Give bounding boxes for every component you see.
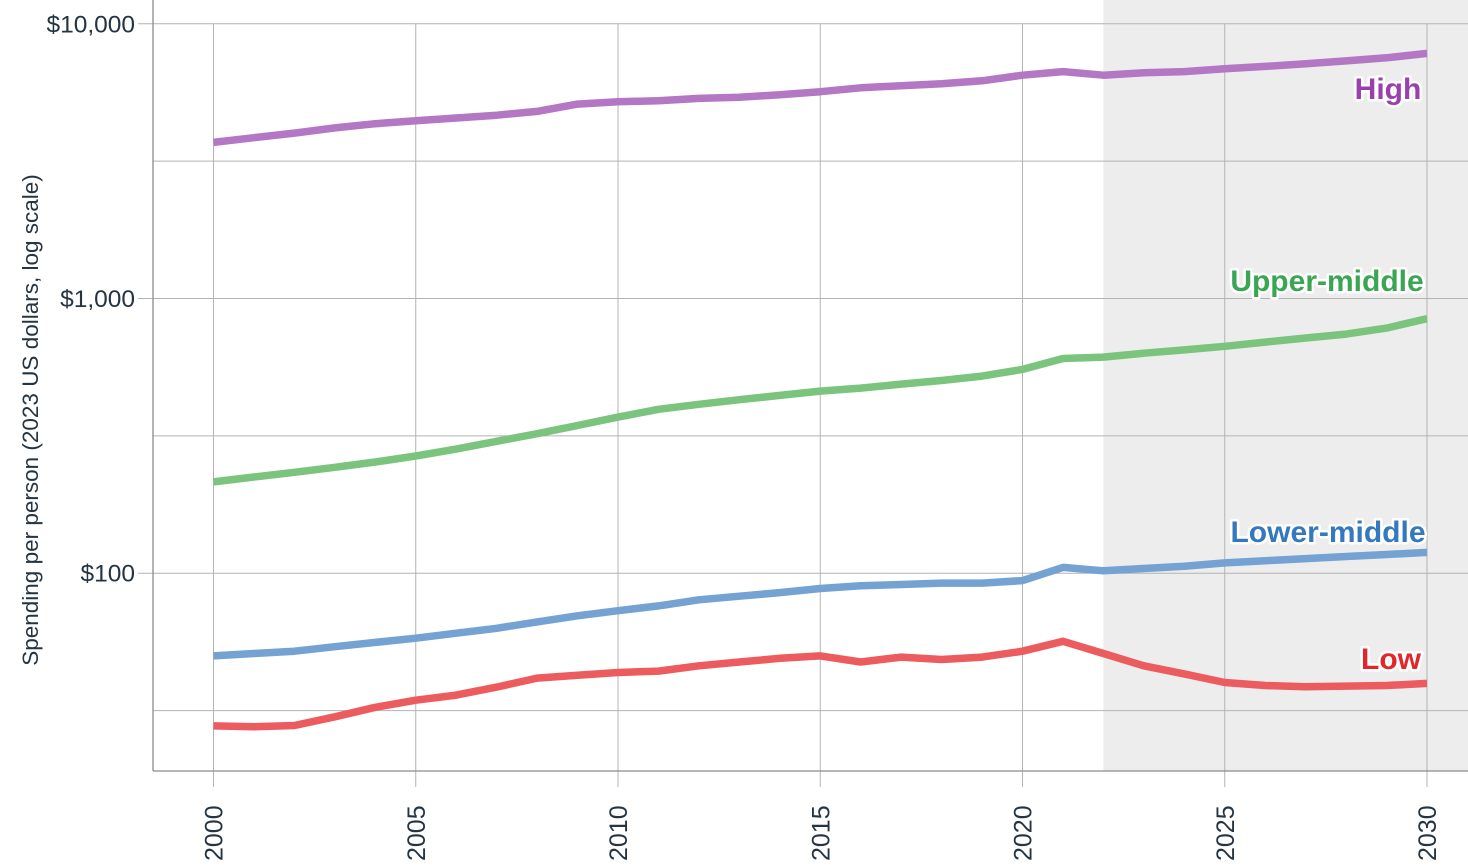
series-label-upper-middle: Upper-middle [1230,265,1423,298]
series-line-low [213,637,1428,731]
series-label-low: Low [1361,643,1422,676]
y-axis-title: Spending per person (2023 US dollars, lo… [18,174,43,666]
y-tick-label: $100 [80,561,135,588]
x-tick-label: 2020 [1010,805,1038,861]
y-tick-label: $10,000 [46,11,135,38]
series-line-high [213,49,1428,147]
x-tick-label: 2010 [605,805,633,861]
series-label-high: High [1355,73,1422,106]
y-tick-label: $1,000 [60,286,135,313]
x-tick-label: 2005 [403,805,431,861]
series-line-lower-middle [213,548,1428,660]
projection-band [1103,0,1468,771]
series-label-lower-middle: Lower-middle [1230,516,1425,549]
x-tick-label: 2025 [1212,805,1240,861]
x-tick-label: 2015 [807,805,835,861]
x-tick-label: 2000 [201,805,229,861]
series-line-upper-middle [213,314,1428,486]
x-tick-label: 2030 [1414,805,1442,861]
